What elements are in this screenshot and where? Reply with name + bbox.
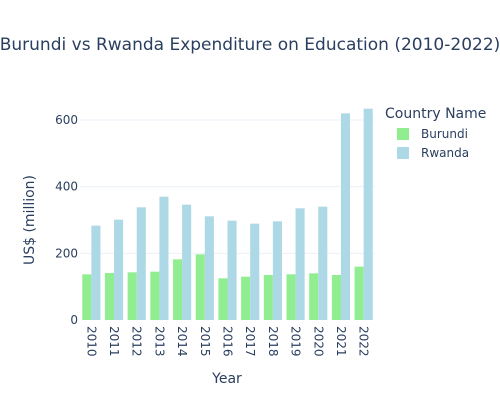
- y-tick-label: 600: [55, 113, 78, 127]
- bar-rwanda-2017: [250, 223, 260, 320]
- x-tick-label: 2013: [152, 326, 166, 357]
- bar-rwanda-2014: [182, 204, 192, 320]
- legend-swatch-burundi: [397, 128, 409, 140]
- bar-rwanda-2016: [227, 220, 237, 320]
- bar-rwanda-2012: [136, 207, 146, 320]
- y-tick-label: 400: [55, 180, 78, 194]
- x-tick-label: 2018: [266, 326, 280, 357]
- legend: Country Name Burundi Rwanda: [385, 106, 486, 160]
- y-axis-ticks: 0 200 400 600: [55, 113, 78, 327]
- bar-burundi-2010: [82, 274, 92, 320]
- legend-swatch-rwanda: [397, 147, 409, 159]
- bar-burundi-2017: [241, 276, 251, 320]
- x-axis-ticks: 2010 2011 2012 2013 2014 2015 2016 2017 2018 2019…: [84, 326, 370, 357]
- y-axis-title: US$ (million): [22, 175, 38, 265]
- bar-rwanda-2010: [91, 225, 101, 320]
- bar-burundi-2014: [173, 259, 183, 320]
- chart-title: Burundi vs Rwanda Expenditure on Educati…: [0, 35, 500, 55]
- x-tick-label: 2021: [334, 326, 348, 357]
- bars: [82, 108, 373, 321]
- legend-items: Burundi Rwanda: [397, 127, 469, 160]
- x-tick-label: 2010: [84, 326, 98, 357]
- x-tick-label: 2017: [243, 326, 257, 357]
- bar-rwanda-2011: [114, 219, 124, 320]
- x-tick-label: 2011: [107, 326, 121, 357]
- bar-rwanda-2013: [159, 196, 169, 320]
- bar-burundi-2018: [263, 275, 273, 320]
- x-tick-label: 2022: [357, 326, 371, 357]
- bar-burundi-2011: [104, 273, 115, 320]
- bar-burundi-2020: [309, 273, 319, 320]
- bar-burundi-2013: [150, 271, 160, 320]
- bar-rwanda-2018: [272, 221, 282, 320]
- bar-burundi-2019: [286, 274, 296, 320]
- y-tick-label: 200: [55, 246, 78, 260]
- x-tick-label: 2014: [175, 326, 189, 357]
- bar-burundi-2016: [218, 278, 228, 320]
- x-axis-title: Year: [211, 371, 242, 387]
- bar-burundi-2021: [331, 275, 341, 320]
- bar-burundi-2012: [127, 272, 137, 320]
- legend-label-burundi: Burundi: [421, 127, 468, 141]
- x-tick-label: 2016: [221, 326, 235, 357]
- x-tick-label: 2019: [289, 326, 303, 357]
- bar-burundi-2022: [354, 266, 364, 320]
- bar-rwanda-2021: [340, 113, 351, 320]
- bar-rwanda-2015: [204, 216, 214, 320]
- bar-burundi-2015: [195, 254, 205, 320]
- x-tick-label: 2012: [130, 326, 144, 357]
- bar-rwanda-2019: [295, 208, 305, 320]
- legend-label-rwanda: Rwanda: [421, 146, 469, 160]
- x-tick-label: 2020: [311, 326, 325, 357]
- bar-rwanda-2022: [363, 108, 373, 321]
- x-tick-label: 2015: [198, 326, 212, 357]
- y-tick-label: 0: [70, 313, 78, 327]
- bar-rwanda-2020: [318, 206, 328, 320]
- legend-title: Country Name: [385, 106, 486, 122]
